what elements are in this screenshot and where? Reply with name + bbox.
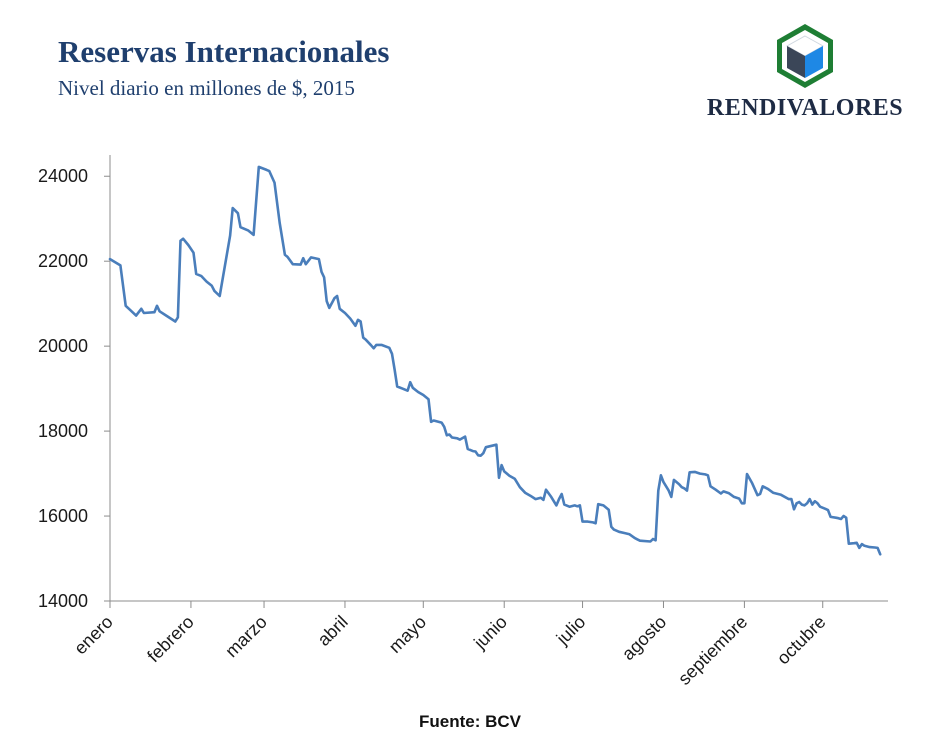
x-axis: enero febrero marzo abril mayo junio julio agos…: [70, 600, 888, 689]
series-line-reservas: [108, 165, 882, 556]
x-tick-label: febrero: [143, 612, 197, 666]
y-tick-label: 14000: [38, 591, 88, 611]
x-tick-label: enero: [70, 612, 117, 659]
x-tick-label: septiembre: [674, 612, 751, 689]
y-tick-label: 18000: [38, 421, 88, 441]
logo-cube-right: [805, 46, 823, 78]
chart-title: Reservas Internacionales: [58, 34, 390, 69]
x-tick-label: julio: [552, 612, 589, 649]
brand-name: RENDIVALORES: [706, 95, 904, 121]
series-group: [108, 165, 882, 556]
x-tick-label: agosto: [618, 612, 670, 664]
y-tick-label: 24000: [38, 166, 88, 186]
chart-subtitle: Nivel diario en millones de $, 2015: [58, 76, 355, 100]
y-axis: 14000 16000 18000 20000 22000 24000: [38, 155, 111, 611]
source-note: Fuente: BCV: [419, 712, 521, 731]
x-tick-label: junio: [469, 612, 511, 654]
y-tick-label: 16000: [38, 506, 88, 526]
x-tick-label: mayo: [385, 612, 430, 657]
logo-cube-left: [787, 46, 805, 78]
x-tick-label: marzo: [221, 612, 271, 662]
x-tick-label: octubre: [773, 612, 830, 669]
y-tick-label: 22000: [38, 251, 88, 271]
x-tick-label: abril: [314, 612, 352, 650]
rendivalores-logo: [777, 24, 833, 88]
y-tick-label: 20000: [38, 336, 88, 356]
